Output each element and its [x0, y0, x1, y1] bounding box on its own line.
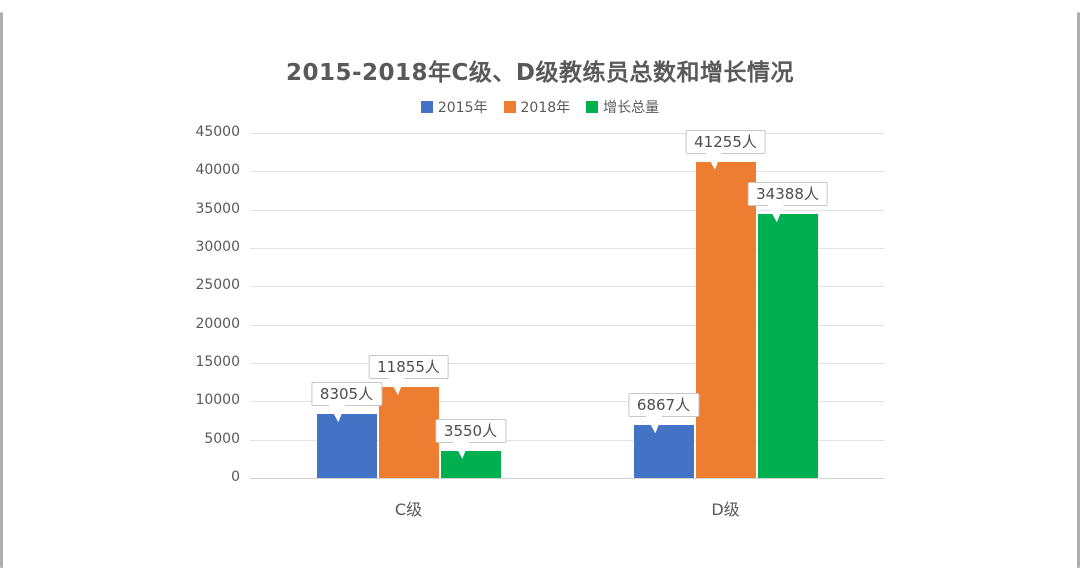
y-axis-label-20000: 20000: [195, 315, 240, 332]
gridline-0: [250, 478, 884, 479]
y-axis-label-45000: 45000: [195, 124, 240, 140]
y-axis-label-25000: 25000: [195, 277, 240, 294]
y-axis-label-35000: 35000: [195, 200, 240, 217]
data-label-2018年-C级: 11855人: [368, 355, 449, 396]
y-axis-label-10000: 10000: [195, 392, 240, 409]
bar-2018年-C级: [378, 387, 439, 478]
legend-item-growth: 增长总量: [586, 97, 659, 117]
legend-label-growth: 增长总量: [603, 100, 660, 116]
data-label-2015年-D级: 6867人: [627, 393, 700, 434]
gridline-30000: [250, 248, 884, 249]
gridline-5000: [250, 439, 884, 441]
gridline-25000: [250, 286, 884, 288]
y-axis-label-15000: 15000: [195, 354, 240, 370]
y-axis-label-0: 0: [231, 469, 240, 485]
bar-增长总量-C级: [440, 450, 501, 478]
gridline-20000: [250, 324, 884, 326]
left-edge-border: [0, 12, 3, 568]
chart-legend: 2015年 2018年 增长总量: [0, 97, 1080, 117]
bar-增长总量-D级: [757, 214, 818, 478]
data-label-增长总量-D级: 34388人: [747, 182, 828, 223]
y-axis-label-5000: 5000: [204, 430, 240, 447]
y-axis-label-30000: 30000: [195, 239, 240, 255]
bar-2015年-C级: [316, 414, 377, 478]
legend-label-2015: 2015年: [437, 100, 488, 116]
bar-2018年-D级: [695, 161, 756, 478]
legend-item-2018: 2018年: [503, 97, 571, 117]
legend-swatch-2018: [503, 101, 516, 113]
x-axis-label-D级: D级: [711, 500, 740, 519]
data-label-2015年-C级: 8305人: [310, 382, 383, 423]
x-axis-label-C级: C级: [394, 500, 423, 519]
y-axis-label-40000: 40000: [195, 162, 240, 179]
data-label-增长总量-C级: 3550人: [434, 418, 507, 459]
legend-swatch-2015: [420, 101, 433, 113]
chart-title: 2015-2018年C级、D级教练员总数和增长情况: [285, 60, 795, 86]
legend-swatch-growth: [586, 101, 599, 113]
gridline-45000: [250, 133, 884, 134]
right-edge-border: [1077, 12, 1080, 568]
legend-label-2018: 2018年: [520, 100, 571, 116]
gridline-15000: [250, 363, 884, 364]
gridline-10000: [250, 401, 884, 403]
data-label-2018年-D级: 41255人: [685, 129, 766, 170]
bar-2015年-D级: [633, 425, 694, 478]
gridline-40000: [250, 171, 884, 173]
legend-item-2015: 2015年: [420, 97, 488, 117]
gridline-35000: [250, 209, 884, 211]
